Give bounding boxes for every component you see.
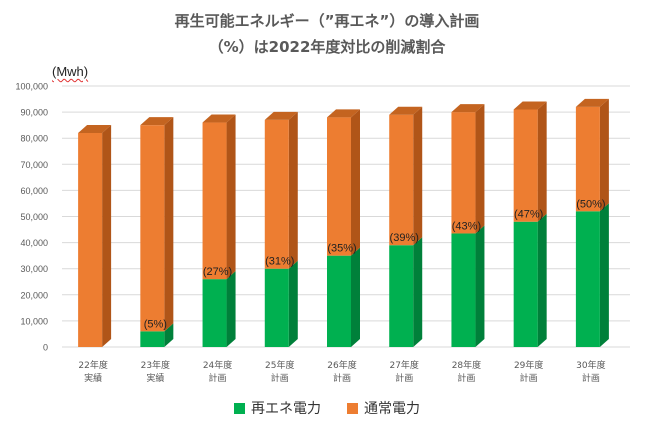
data-label: (5%) <box>144 318 167 330</box>
legend-item-renewable: 再エネ電力 <box>234 398 321 418</box>
data-label: (47%) <box>514 209 543 221</box>
bar-renewable <box>513 221 538 347</box>
bar-renewable <box>140 331 165 347</box>
bar-top-face <box>202 114 236 123</box>
chart-subtitle: （%）は2022年度対比の削減割合 <box>208 38 446 56</box>
data-label: (27%) <box>203 266 232 278</box>
x-tick-label: 実績 <box>84 372 102 384</box>
y-tick-label: 100,000 <box>15 82 48 92</box>
bar-renewable-side <box>413 237 423 347</box>
y-tick-label: 60,000 <box>20 186 48 196</box>
y-tick-label: 0 <box>43 343 48 353</box>
data-label: (35%) <box>327 243 356 255</box>
x-tick-label: 22年度 <box>78 359 107 371</box>
bar-normal <box>202 122 227 280</box>
bar-renewable-side <box>475 225 485 347</box>
bar-renewable-side <box>288 260 298 347</box>
bar-top-face <box>78 124 112 133</box>
bar-renewable-side <box>164 323 174 347</box>
y-tick-label: 10,000 <box>20 316 48 326</box>
bar-normal <box>451 112 476 234</box>
bar-top-face <box>264 111 298 120</box>
bar-normal-side <box>351 109 360 256</box>
bar-normal-side <box>537 101 547 222</box>
bar-renewable <box>575 211 600 347</box>
bar-renewable <box>327 255 351 347</box>
x-tick-label: 実績 <box>146 372 164 384</box>
legend-swatch-renewable <box>234 402 245 414</box>
bar-renewable <box>389 245 414 347</box>
bar-renewable <box>202 279 227 347</box>
bar-normal-side <box>413 106 423 246</box>
y-tick-label: 80,000 <box>20 134 48 144</box>
bar-normal-side <box>226 114 236 280</box>
bar-renewable-side <box>351 247 360 347</box>
x-tick-label: 計画 <box>582 372 600 384</box>
bar-renewable-side <box>599 203 609 347</box>
data-label: (31%) <box>265 256 294 268</box>
bar-normal <box>140 125 165 332</box>
bar-normal <box>389 114 414 246</box>
x-tick-label: 25年度 <box>265 359 294 371</box>
bar-top-face <box>327 109 360 118</box>
data-label: (43%) <box>452 220 481 232</box>
bar-normal-side <box>599 98 609 212</box>
y-tick-label: 70,000 <box>20 160 48 170</box>
chart-title: 再生可能エネルギー（”再エネ”）の導入計画 <box>174 12 480 30</box>
y-tick-label: 50,000 <box>20 212 48 222</box>
y-axis-unit-label: (Mwh) <box>52 64 89 79</box>
legend-swatch-normal <box>347 402 358 414</box>
x-tick-label: 27年度 <box>389 359 418 371</box>
y-tick-label: 30,000 <box>20 264 48 274</box>
bar-renewable <box>264 268 289 347</box>
bar-normal <box>78 132 103 347</box>
bar-top-face <box>513 101 547 110</box>
bar-normal-side <box>102 124 112 347</box>
x-tick-label: 計画 <box>395 372 413 384</box>
bar-top-face <box>140 117 174 126</box>
x-tick-label: 計画 <box>333 372 351 384</box>
bar-normal <box>327 117 351 256</box>
y-tick-label: 40,000 <box>20 238 48 248</box>
bar-renewable <box>451 233 476 347</box>
legend-label-renewable: 再エネ電力 <box>251 401 321 417</box>
y-tick-label: 20,000 <box>20 290 48 300</box>
x-tick-label: 計画 <box>457 372 475 384</box>
x-tick-label: 計画 <box>520 372 538 384</box>
x-tick-label: 28年度 <box>452 359 481 371</box>
bar-normal <box>264 119 289 269</box>
x-tick-label: 24年度 <box>203 359 232 371</box>
y-tick-label: 90,000 <box>20 108 48 118</box>
x-tick-label: 計画 <box>271 372 289 384</box>
legend-item-normal: 通常電力 <box>347 398 420 418</box>
bar-normal-side <box>288 111 298 269</box>
data-label: (50%) <box>576 198 605 210</box>
bar-normal-side <box>475 104 485 234</box>
bar-normal-side <box>164 117 174 332</box>
legend-label-normal: 通常電力 <box>364 401 420 417</box>
bar-renewable-side <box>226 271 236 347</box>
bar-normal <box>513 109 538 222</box>
x-tick-label: 26年度 <box>327 359 356 371</box>
bar-top-face <box>389 106 423 115</box>
legend: 再エネ電力 通常電力 <box>0 398 654 418</box>
x-tick-label: 計画 <box>209 372 227 384</box>
bar-top-face <box>575 98 609 107</box>
x-tick-label: 29年度 <box>514 359 543 371</box>
bar-renewable-side <box>537 213 547 347</box>
data-label: (39%) <box>390 232 419 244</box>
x-tick-label: 30年度 <box>576 359 605 371</box>
x-tick-label: 23年度 <box>141 359 170 371</box>
bar-normal <box>575 106 600 212</box>
bar-top-face <box>451 104 485 113</box>
